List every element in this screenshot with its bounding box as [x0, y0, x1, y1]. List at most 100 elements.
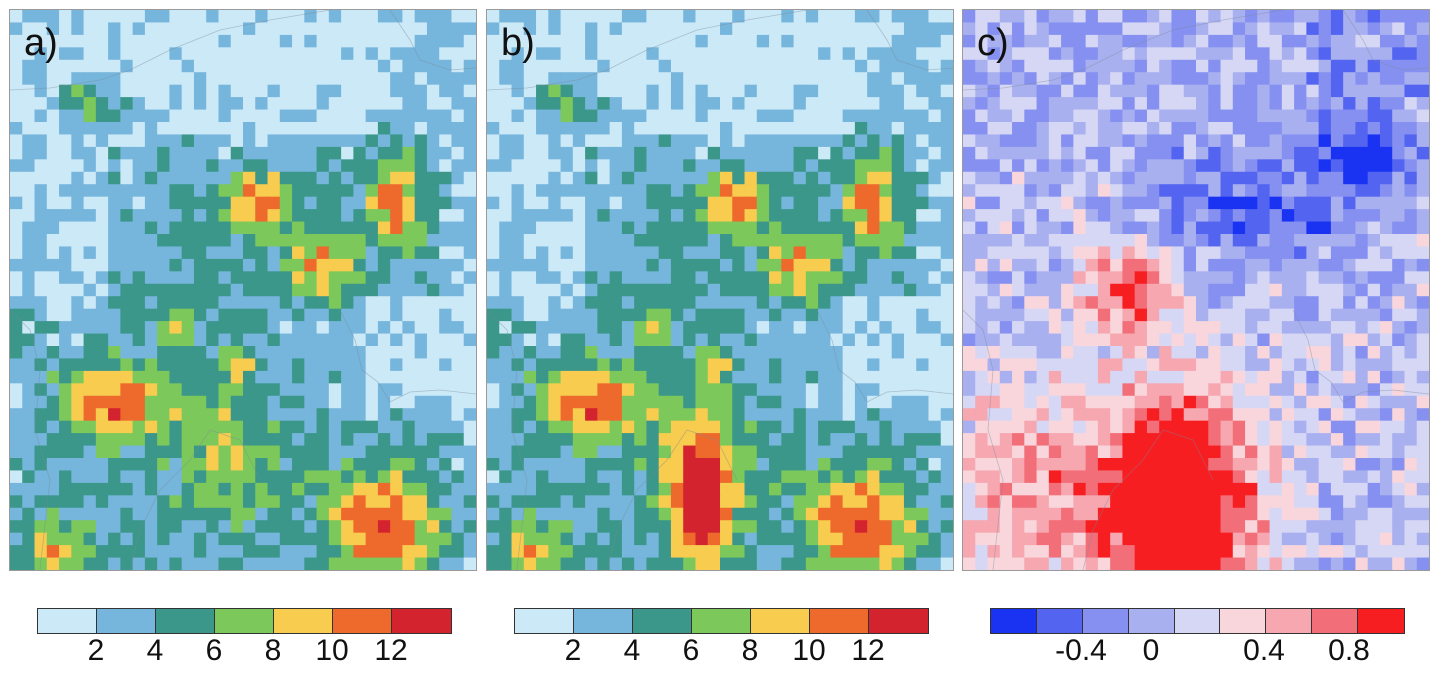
- grid-cell: [328, 296, 342, 310]
- grid-cell: [830, 495, 844, 509]
- grid-cell: [1110, 258, 1124, 272]
- grid-cell: [1024, 34, 1038, 48]
- grid-cell: [854, 159, 868, 173]
- grid-cell: [987, 246, 1001, 260]
- grid-cell: [963, 495, 976, 509]
- grid-cell: [903, 134, 917, 148]
- grid-cell: [1012, 395, 1025, 409]
- grid-cell: [1294, 346, 1307, 360]
- grid-cell: [83, 495, 97, 509]
- grid-cell: [181, 520, 195, 534]
- grid-cell: [683, 72, 697, 86]
- grid-cell: [572, 370, 586, 384]
- grid-cell: [120, 383, 134, 397]
- grid-cell: [46, 196, 60, 210]
- grid-cell: [805, 333, 819, 347]
- grid-cell: [916, 321, 930, 335]
- grid-cell: [987, 209, 1001, 223]
- grid-cell: [255, 358, 269, 372]
- grid-cell: [963, 296, 976, 310]
- grid-cell: [928, 134, 942, 148]
- grid-cell: [560, 221, 574, 235]
- grid-cell: [402, 84, 416, 98]
- grid-cell: [536, 10, 549, 24]
- grid-cell: [181, 395, 195, 409]
- grid-cell: [144, 34, 158, 48]
- grid-cell: [1134, 370, 1148, 384]
- grid-cell: [560, 34, 574, 48]
- grid-cell: [1232, 122, 1246, 136]
- grid-cell: [1257, 109, 1271, 123]
- grid-cell: [1159, 221, 1173, 235]
- grid-cell: [1318, 146, 1332, 160]
- grid-cell: [1355, 258, 1369, 272]
- grid-cell: [1404, 271, 1418, 285]
- grid-cell: [867, 234, 881, 248]
- grid-cell: [732, 159, 746, 173]
- grid-cell: [439, 171, 453, 185]
- grid-cell: [1024, 22, 1038, 36]
- grid-cell: [1330, 458, 1344, 472]
- grid-cell: [940, 22, 953, 36]
- grid-cell: [987, 458, 1001, 472]
- grid-cell: [402, 221, 416, 235]
- grid-cell: [1085, 234, 1099, 248]
- grid-cell: [1330, 171, 1344, 185]
- grid-cell: [181, 470, 195, 484]
- grid-cell: [328, 171, 342, 185]
- grid-cell: [71, 545, 85, 559]
- grid-cell: [1220, 109, 1234, 123]
- grid-cell: [720, 458, 733, 472]
- grid-cell: [243, 184, 256, 198]
- grid-cell: [683, 171, 697, 185]
- grid-cell: [267, 184, 281, 198]
- grid-cell: [499, 296, 513, 310]
- grid-cell: [304, 184, 318, 198]
- grid-cell: [243, 370, 256, 384]
- grid-cell: [328, 258, 342, 272]
- grid-cell: [377, 458, 391, 472]
- grid-cell: [585, 109, 598, 123]
- grid-cell: [439, 221, 453, 235]
- grid-cell: [1367, 47, 1381, 61]
- grid-cell: [402, 59, 416, 73]
- grid-cell: [1306, 482, 1320, 496]
- grid-cell: [243, 358, 256, 372]
- grid-cell: [805, 532, 819, 546]
- grid-cell: [683, 370, 697, 384]
- grid-cell: [1159, 395, 1173, 409]
- grid-cell: [1134, 134, 1148, 148]
- grid-cell: [1122, 308, 1136, 322]
- grid-cell: [169, 545, 183, 559]
- grid-cell: [1257, 47, 1271, 61]
- grid-cell: [439, 134, 453, 148]
- grid-cell: [621, 209, 635, 223]
- grid-cell: [646, 383, 660, 397]
- grid-cell: [560, 433, 574, 447]
- grid-cell: [377, 482, 391, 496]
- grid-cell: [169, 420, 183, 434]
- grid-cell: [83, 545, 97, 559]
- grid-cell: [390, 346, 404, 360]
- grid-cell: [193, 545, 207, 559]
- grid-cell: [1048, 221, 1062, 235]
- grid-cell: [781, 296, 795, 310]
- grid-cell: [10, 34, 23, 48]
- grid-cell: [1110, 395, 1124, 409]
- grid-cell: [1367, 470, 1381, 484]
- grid-cell: [83, 296, 97, 310]
- grid-cell: [10, 507, 23, 521]
- grid-cell: [572, 84, 586, 98]
- grid-cell: [928, 10, 942, 24]
- grid-cell: [1367, 296, 1381, 310]
- grid-cell: [1245, 97, 1258, 111]
- grid-cell: [597, 209, 611, 223]
- grid-cell: [46, 184, 60, 198]
- grid-cell: [609, 383, 623, 397]
- grid-cell: [243, 159, 256, 173]
- grid-cell: [1146, 333, 1160, 347]
- grid-cell: [744, 358, 758, 372]
- grid-cell: [670, 196, 684, 210]
- grid-cell: [670, 84, 684, 98]
- grid-cell: [1012, 134, 1025, 148]
